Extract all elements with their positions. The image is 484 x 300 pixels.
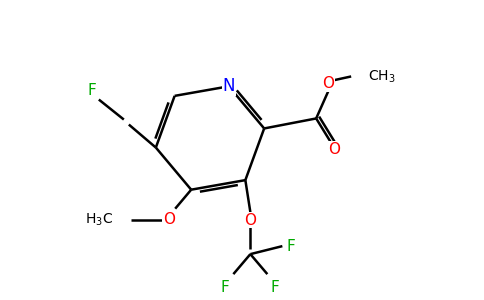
Text: N: N [223, 77, 235, 95]
Text: H$_3$C: H$_3$C [85, 212, 113, 228]
Text: O: O [163, 212, 175, 227]
Text: O: O [322, 76, 334, 91]
Text: O: O [328, 142, 340, 157]
Text: O: O [244, 213, 257, 228]
Text: F: F [88, 83, 96, 98]
Text: F: F [221, 280, 230, 295]
Text: F: F [271, 280, 280, 295]
Text: CH$_3$: CH$_3$ [368, 68, 396, 85]
Text: F: F [287, 238, 296, 253]
